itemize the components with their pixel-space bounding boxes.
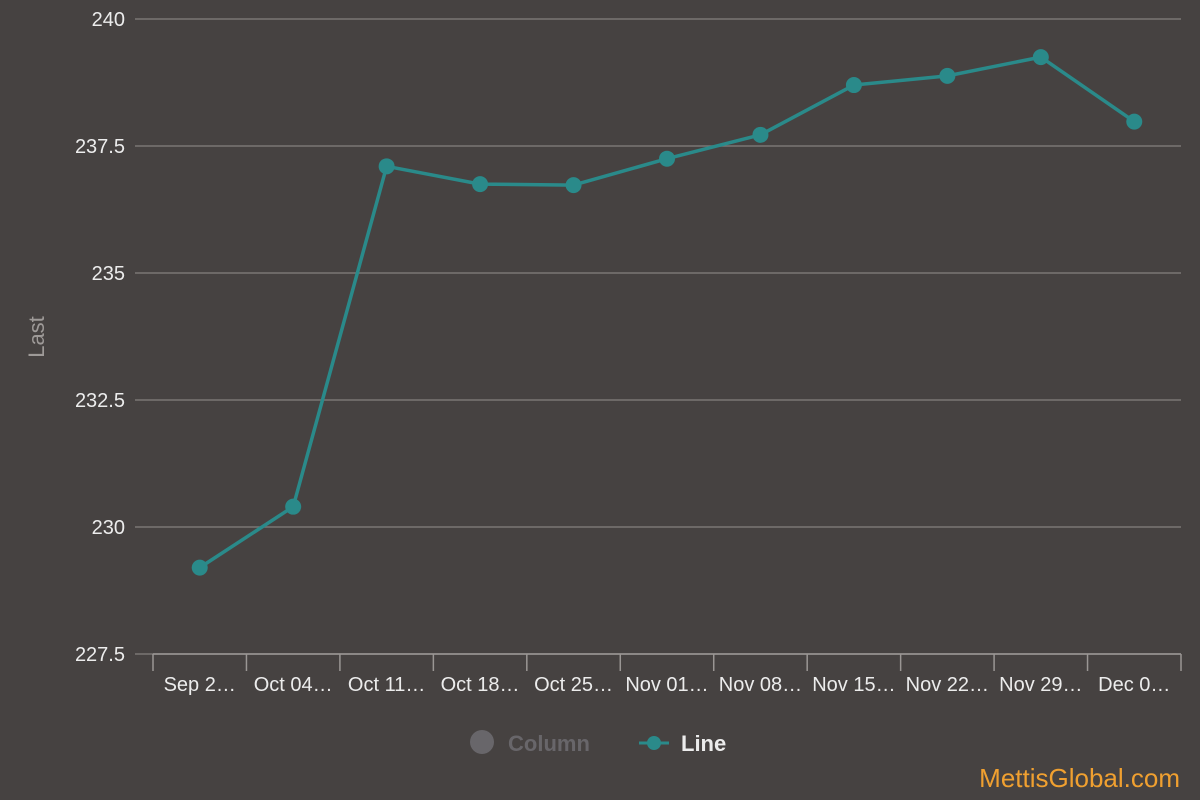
series-line	[191, 49, 1143, 576]
legend-column-label: Column	[508, 731, 590, 756]
data-point	[565, 177, 582, 194]
legend-item-column[interactable]: Column	[470, 730, 590, 756]
data-point	[1126, 113, 1143, 130]
legend: Column Line	[470, 730, 726, 756]
legend-column-marker	[470, 730, 494, 754]
y-tick-label: 232.5	[75, 390, 125, 412]
x-tick-label: Nov 22…	[906, 674, 989, 696]
data-point	[939, 67, 956, 84]
y-tick-label: 230	[92, 517, 125, 539]
x-tick-label: Nov 29…	[999, 674, 1082, 696]
x-axis	[152, 653, 1182, 671]
data-point	[659, 150, 675, 167]
data-point	[472, 176, 489, 193]
x-tick-label: Dec 0…	[1098, 674, 1170, 696]
legend-line-label: Line	[681, 731, 726, 756]
grid-lines	[135, 18, 1181, 655]
series-line-path	[198, 55, 1136, 570]
x-tick-label: Oct 04…	[254, 674, 333, 696]
x-tick-label: Nov 15…	[812, 674, 895, 696]
y-tick-label: 240	[92, 9, 125, 31]
legend-item-line[interactable]: Line	[639, 731, 726, 756]
y-tick-label: 237.5	[75, 136, 125, 158]
legend-line-marker	[647, 736, 661, 750]
x-tick-label: Oct 18…	[441, 674, 520, 696]
data-point	[1032, 49, 1049, 66]
x-tick-label: Oct 25…	[534, 674, 613, 696]
x-tick-label: Nov 01…	[625, 674, 708, 696]
x-tick-label: Oct 11…	[348, 674, 425, 696]
y-axis-label: Last	[24, 316, 49, 358]
x-tick-label: Nov 08…	[719, 674, 802, 696]
x-tick-label: Sep 2…	[164, 674, 236, 696]
data-point	[378, 158, 395, 175]
watermark-logo: MettisGlobal.com	[979, 763, 1180, 793]
data-point	[191, 559, 208, 576]
data-point	[285, 498, 302, 515]
data-point	[845, 77, 862, 94]
y-axis-ticks: 227.5 230 232.5 235 237.5 240	[75, 9, 125, 666]
y-tick-label: 235	[92, 263, 125, 285]
data-point	[752, 126, 769, 143]
x-axis-ticks: Sep 2… Oct 04… Oct 11… Oct 18… Oct 25… Nov 01…	[164, 674, 1171, 696]
y-tick-label: 227.5	[75, 644, 125, 666]
